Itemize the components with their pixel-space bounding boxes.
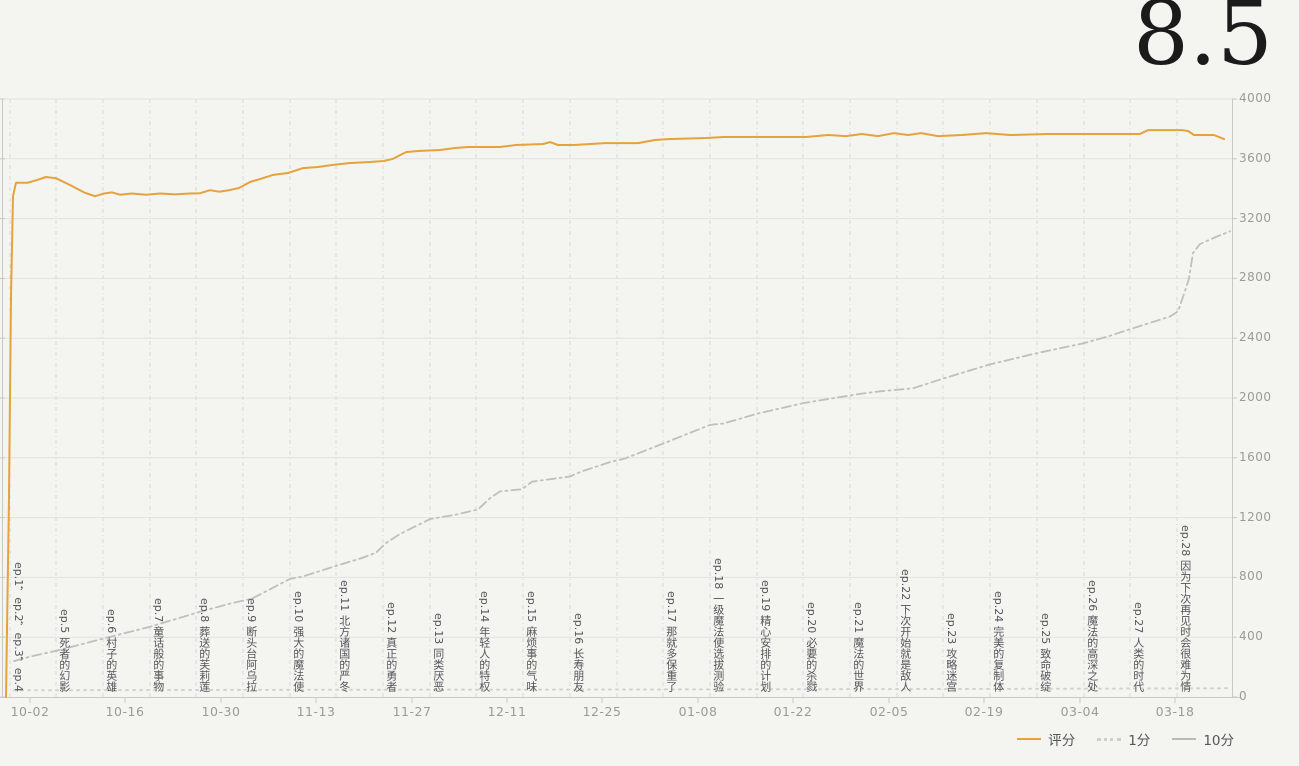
chart-legend: 评分 1分 10分 bbox=[1017, 729, 1234, 749]
legend-label-score: 评分 bbox=[1048, 733, 1076, 749]
score-line bbox=[5, 129, 1225, 698]
legend-item-one-point[interactable]: 1分 bbox=[1097, 729, 1150, 749]
one-point-line-swatch-icon bbox=[1097, 737, 1122, 741]
legend-item-ten-point[interactable]: 10分 bbox=[1172, 729, 1234, 749]
legend-item-score[interactable]: 评分 bbox=[1017, 729, 1075, 749]
current-score: 8.5 bbox=[1133, 0, 1273, 85]
ten-point-line-swatch-icon bbox=[1172, 738, 1197, 740]
legend-label-ten-point: 10分 bbox=[1203, 733, 1234, 749]
legend-label-one-point: 1分 bbox=[1128, 733, 1151, 749]
one-point-line bbox=[13, 687, 1231, 692]
ten-point-line bbox=[13, 230, 1231, 662]
score-line-swatch-icon bbox=[1017, 738, 1042, 740]
